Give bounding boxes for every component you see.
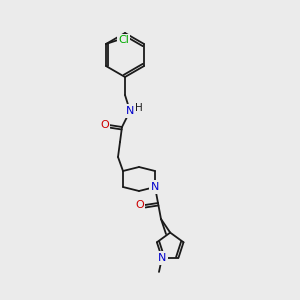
Text: O: O [136, 200, 144, 210]
Text: Cl: Cl [118, 35, 129, 45]
Text: N: N [151, 182, 159, 192]
Text: N: N [158, 253, 166, 263]
Text: H: H [135, 103, 143, 113]
Text: N: N [126, 106, 134, 116]
Text: O: O [100, 120, 109, 130]
